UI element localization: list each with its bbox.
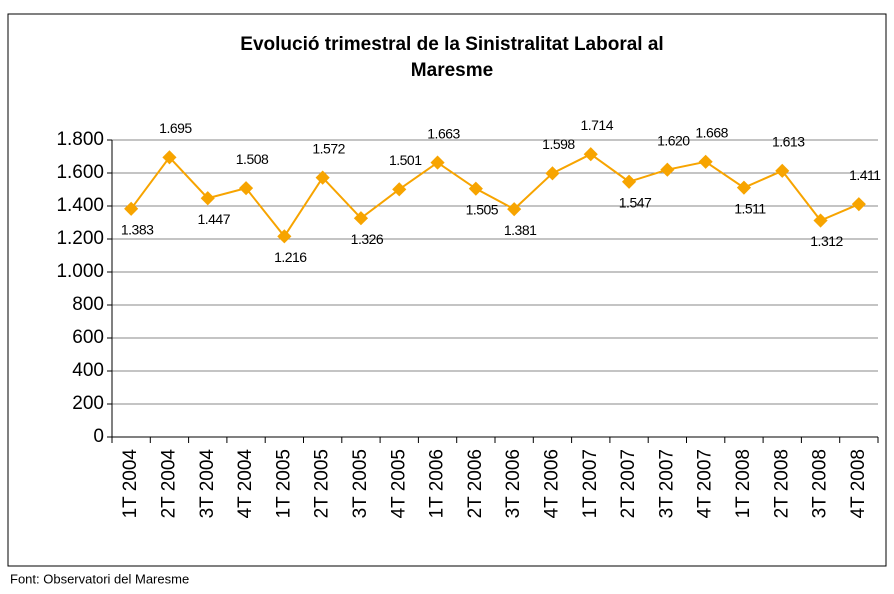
y-tick-label: 1.400 [56, 195, 104, 216]
marker [238, 181, 254, 196]
marker [468, 181, 483, 196]
marker [660, 162, 675, 177]
y-tick-label: 1.000 [56, 261, 104, 282]
x-tick-label: 4T 2005 [388, 449, 409, 518]
x-tick-label: 3T 2006 [503, 449, 524, 518]
x-tick-label: 2T 2007 [618, 449, 639, 518]
x-tick-label: 2T 2005 [312, 449, 333, 518]
y-tick-label: 600 [72, 327, 104, 348]
data-label: 1.598 [542, 136, 575, 152]
y-tick-label: 1.600 [56, 162, 104, 183]
data-label: 1.216 [274, 249, 307, 265]
chart-frame [7, 13, 887, 567]
x-tick-label: 1T 2006 [427, 449, 448, 518]
marker [277, 229, 292, 244]
data-label: 1.505 [466, 201, 499, 217]
marker [200, 191, 215, 206]
data-label: 1.620 [657, 132, 690, 148]
data-label: 1.447 [197, 211, 230, 227]
marker [583, 147, 598, 162]
x-tick-label: 1T 2008 [733, 449, 754, 518]
source: Font: Observatori del Maresme [10, 571, 189, 586]
x-tick-label: 4T 2006 [541, 449, 562, 518]
marker [621, 174, 637, 189]
data-label: 1.511 [734, 200, 766, 216]
data-label: 1.572 [312, 140, 345, 156]
y-tick-label: 200 [72, 393, 104, 414]
x-tick-label: 3T 2008 [810, 449, 831, 518]
marker [430, 155, 445, 170]
x-tick-label: 3T 2005 [350, 449, 371, 518]
data-label: 1.508 [236, 151, 269, 167]
data-label: 1.383 [121, 222, 154, 238]
data-label: 1.381 [504, 222, 537, 238]
marker [813, 213, 828, 228]
x-tick-label: 1T 2005 [273, 449, 294, 518]
x-tick-label: 3T 2004 [197, 449, 218, 519]
y-tick-label: 400 [72, 360, 104, 381]
x-tick-label: 2T 2006 [465, 449, 486, 518]
x-tick-label: 4T 2007 [695, 449, 716, 518]
data-label: 1.663 [427, 125, 460, 141]
x-tick-label: 4T 2008 [848, 449, 869, 518]
data-label: 1.547 [619, 194, 652, 210]
data-label: 1.501 [389, 152, 422, 168]
marker [392, 182, 407, 197]
data-label: 1.613 [772, 134, 805, 150]
marker [775, 163, 790, 178]
data-label: 1.668 [695, 124, 728, 140]
chart-title: Evolució trimestral de la Sinistralitat … [240, 34, 663, 81]
marker [124, 201, 139, 216]
marker [353, 211, 369, 226]
data-label: 1.695 [159, 120, 192, 136]
marker [315, 170, 330, 185]
x-tick-label: 3T 2007 [656, 449, 677, 518]
marker [545, 166, 560, 181]
data-label: 1.312 [810, 233, 843, 249]
marker [851, 197, 866, 212]
marker [698, 154, 713, 169]
x-tick-label: 2T 2004 [158, 449, 179, 519]
x-tick-label: 1T 2004 [120, 449, 141, 519]
y-tick-label: 1.800 [56, 129, 104, 150]
data-label: 1.714 [580, 117, 613, 133]
line [130, 153, 860, 239]
x-tick-label: 2T 2008 [771, 449, 792, 518]
data-label: 1.326 [351, 231, 384, 247]
marker [507, 202, 522, 217]
marker [736, 180, 752, 195]
marker [162, 150, 177, 165]
x-tick-label: 4T 2004 [235, 449, 256, 519]
data-label: 1.411 [849, 167, 881, 183]
y-tick-label: 0 [93, 426, 104, 447]
y-tick-label: 1.200 [56, 228, 104, 249]
y-tick-label: 800 [72, 294, 104, 315]
x-tick-label: 1T 2007 [580, 449, 601, 518]
